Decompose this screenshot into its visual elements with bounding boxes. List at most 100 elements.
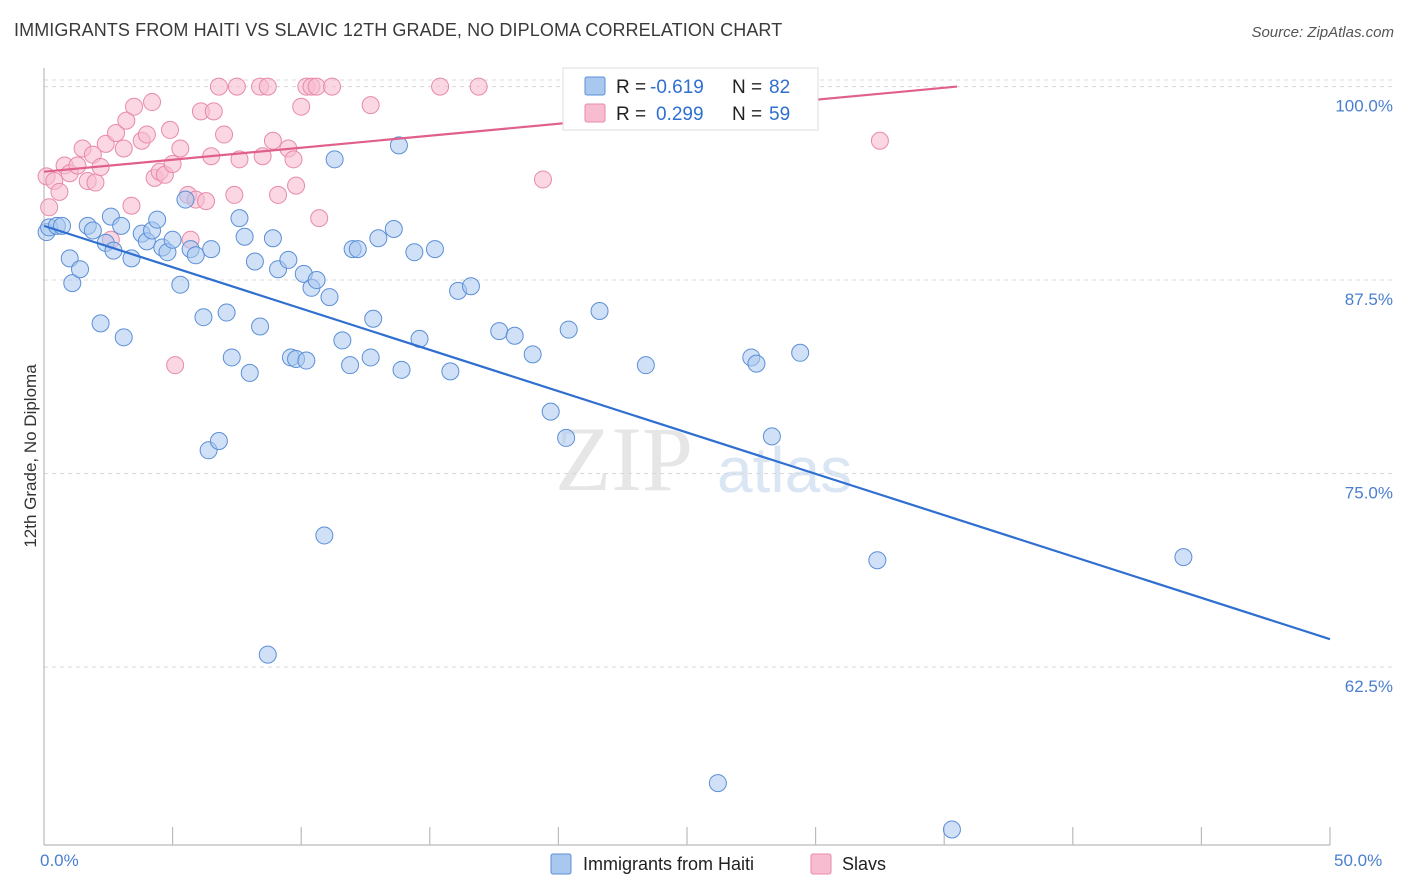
y-tick-label: 75.0%	[1345, 484, 1393, 503]
haiti-point	[176, 190, 195, 209]
slavs-point	[258, 77, 277, 96]
haiti-point	[307, 271, 326, 290]
slavs-point	[107, 124, 126, 143]
haiti-point	[868, 551, 887, 570]
slavs-point	[323, 77, 342, 96]
haiti-point	[747, 354, 766, 373]
haiti-point	[490, 322, 509, 341]
haiti-point	[384, 219, 403, 238]
haiti-point	[325, 150, 344, 169]
legend-slavs-n-label: N =	[732, 104, 762, 125]
y-axis-label: 12th Grade, No Diploma	[21, 364, 40, 548]
bottom-legend-haiti-label: Immigrants from Haiti	[583, 854, 754, 874]
haiti-point	[590, 302, 609, 321]
bottom-legend-slavs-swatch	[810, 853, 832, 875]
haiti-point	[71, 260, 90, 279]
legend-slavs-r-value: 0.299	[656, 104, 704, 125]
haiti-point	[240, 363, 259, 382]
haiti-point	[186, 246, 205, 265]
haiti-point	[505, 326, 524, 345]
haiti-point	[315, 526, 334, 545]
haiti-point	[341, 356, 360, 375]
haiti-point	[348, 240, 367, 259]
slavs-point	[269, 185, 288, 204]
haiti-point	[222, 348, 241, 367]
slavs-point	[125, 97, 144, 116]
haiti-point	[441, 362, 460, 381]
haiti-point	[91, 314, 110, 333]
bottom-legend-slavs-label: Slavs	[842, 854, 886, 874]
legend-slavs-swatch	[584, 103, 606, 123]
haiti-point	[541, 402, 560, 421]
haiti-point	[320, 288, 339, 307]
haiti-point	[708, 774, 727, 793]
haiti-point	[333, 331, 352, 350]
y-tick-label: 62.5%	[1345, 677, 1393, 696]
slavs-point	[161, 120, 180, 139]
slavs-point	[361, 96, 380, 115]
haiti-point	[230, 209, 249, 228]
haiti-point	[163, 230, 182, 249]
slavs-point	[197, 192, 216, 211]
slavs-point	[171, 139, 190, 158]
slavs-point	[284, 150, 303, 169]
source-label: Source: ZipAtlas.com	[1251, 24, 1394, 41]
haiti-point	[425, 240, 444, 259]
slavs-point	[204, 102, 223, 121]
slavs-point	[870, 131, 889, 150]
haiti-point	[251, 317, 270, 336]
watermark-zip: ZIP	[555, 408, 693, 510]
haiti-point	[148, 210, 167, 229]
y-tick-labels: 100.0% 87.5% 75.0% 62.5%	[1335, 97, 1393, 696]
haiti-point	[1174, 548, 1193, 567]
haiti-point	[364, 309, 383, 328]
haiti-point	[263, 229, 282, 248]
slavs-point	[209, 77, 228, 96]
haiti-point	[209, 432, 228, 451]
chart-title: IMMIGRANTS FROM HAITI VS SLAVIC 12TH GRA…	[14, 20, 783, 40]
legend-frame	[562, 67, 819, 131]
bottom-legend-haiti-swatch	[550, 853, 572, 875]
slavs-point	[307, 77, 326, 96]
slavs-point	[117, 111, 136, 130]
slavs-point	[137, 125, 156, 144]
slavs-point	[163, 154, 182, 173]
slavs-point	[40, 198, 59, 217]
legend-slavs-n-value: 59	[769, 104, 790, 125]
slavs-point	[86, 173, 105, 192]
haiti-point	[171, 275, 190, 294]
legend-slavs-r-label: R =	[616, 104, 646, 125]
slavs-point	[431, 77, 450, 96]
haiti-point	[258, 645, 277, 664]
legend-haiti-r-value: -0.619	[650, 77, 704, 98]
slavs-point	[263, 131, 282, 150]
bottom-legend: Immigrants from Haiti Slavs	[550, 853, 886, 875]
legend-haiti-n-value: 82	[769, 77, 790, 98]
haiti-point	[392, 360, 411, 379]
haiti-point	[217, 303, 236, 322]
slavs-trend-line	[43, 85, 958, 173]
haiti-point	[235, 227, 254, 246]
legend-haiti-n-label: N =	[732, 77, 762, 98]
haiti-points	[37, 136, 1193, 839]
haiti-point	[636, 356, 655, 375]
haiti-point	[63, 274, 82, 293]
x-tick-label-min: 0.0%	[40, 851, 79, 870]
haiti-point	[202, 240, 221, 259]
haiti-point	[245, 252, 264, 271]
slavs-point	[68, 156, 87, 175]
haiti-point	[405, 243, 424, 262]
slavs-point	[114, 139, 133, 158]
slavs-point	[50, 182, 69, 201]
haiti-point	[122, 249, 141, 268]
haiti-point	[279, 250, 298, 269]
haiti-point	[297, 351, 316, 370]
haiti-point	[112, 216, 131, 235]
x-tick-label-max: 50.0%	[1334, 851, 1382, 870]
watermark-atlas: atlas	[717, 434, 852, 506]
slavs-point	[143, 93, 162, 112]
slavs-point	[230, 150, 249, 169]
legend-haiti-r-label: R =	[616, 77, 646, 98]
haiti-point	[114, 328, 133, 347]
haiti-point	[369, 229, 388, 248]
